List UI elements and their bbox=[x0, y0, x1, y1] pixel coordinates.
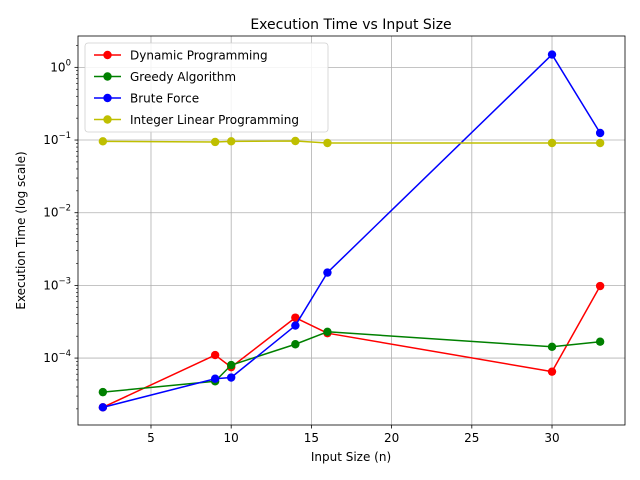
legend-label: Brute Force bbox=[130, 92, 199, 106]
x-tick-label: 25 bbox=[464, 431, 479, 445]
data-point bbox=[547, 367, 557, 376]
x-tick-label: 15 bbox=[304, 431, 319, 445]
legend-swatch-marker bbox=[103, 50, 112, 60]
legend-label: Dynamic Programming bbox=[130, 49, 268, 63]
data-point bbox=[291, 321, 300, 330]
data-point bbox=[210, 374, 220, 383]
data-point bbox=[547, 138, 557, 148]
data-point bbox=[323, 138, 332, 148]
plot-frame bbox=[77, 35, 626, 426]
y-tick-label: 10−1 bbox=[43, 131, 71, 147]
data-point bbox=[226, 137, 236, 146]
data-point bbox=[226, 373, 236, 382]
legend: Dynamic Programming Greedy Algorithm Brute… bbox=[84, 42, 329, 133]
x-tick-label: 10 bbox=[224, 431, 239, 445]
x-tick-label: 20 bbox=[384, 431, 399, 445]
data-point bbox=[226, 360, 236, 370]
y-tick-label: 100 bbox=[50, 58, 71, 74]
axis-ticks: 5 10 15 20 25 30 10−4 10−3 10−2 10−1 100 bbox=[43, 45, 560, 445]
plot-series bbox=[98, 50, 605, 412]
data-point bbox=[547, 50, 557, 59]
data-point bbox=[98, 137, 108, 146]
x-tick-label: 30 bbox=[544, 431, 559, 445]
data-point bbox=[98, 387, 108, 397]
data-point bbox=[210, 350, 220, 360]
data-point bbox=[291, 136, 300, 146]
legend-box bbox=[84, 42, 329, 133]
legend-swatch-marker bbox=[103, 93, 112, 103]
data-point bbox=[547, 342, 557, 351]
legend-label: Greedy Algorithm bbox=[130, 70, 236, 84]
data-point bbox=[595, 337, 605, 346]
y-tick-label: 10−2 bbox=[43, 204, 71, 220]
x-axis-label: Input Size (n) bbox=[311, 450, 391, 464]
data-point bbox=[595, 281, 605, 291]
data-point bbox=[323, 268, 332, 277]
data-point bbox=[291, 340, 300, 349]
data-point bbox=[98, 403, 108, 412]
legend-label: Integer Linear Programming bbox=[130, 113, 299, 127]
x-tick-label: 5 bbox=[147, 431, 155, 445]
data-point bbox=[595, 128, 605, 138]
chart-title: Execution Time vs Input Size bbox=[250, 17, 451, 33]
y-tick-label: 10−4 bbox=[43, 349, 71, 365]
y-axis-label: Execution Time (log scale) bbox=[14, 151, 28, 309]
data-point bbox=[210, 137, 220, 147]
data-point bbox=[291, 313, 300, 322]
data-point bbox=[595, 138, 605, 148]
legend-swatch-marker bbox=[103, 115, 112, 124]
data-point bbox=[323, 327, 332, 336]
y-tick-label: 10−3 bbox=[43, 276, 71, 292]
legend-swatch-marker bbox=[103, 72, 112, 81]
